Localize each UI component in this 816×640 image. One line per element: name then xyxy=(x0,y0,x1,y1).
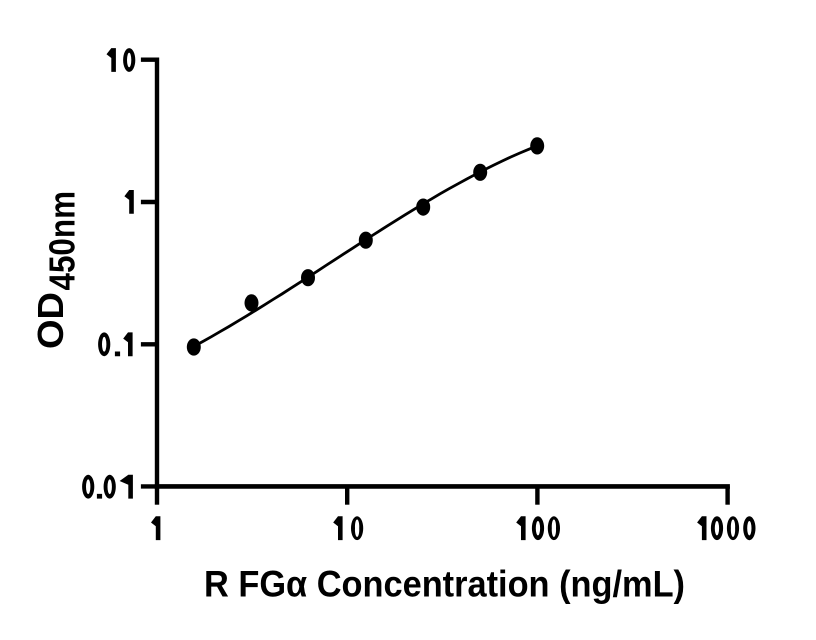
svg-text:OD: OD xyxy=(30,292,71,349)
svg-text:R FGα Concentration (ng/mL): R FGα Concentration (ng/mL) xyxy=(204,562,685,604)
svg-text:450nm: 450nm xyxy=(42,191,83,291)
